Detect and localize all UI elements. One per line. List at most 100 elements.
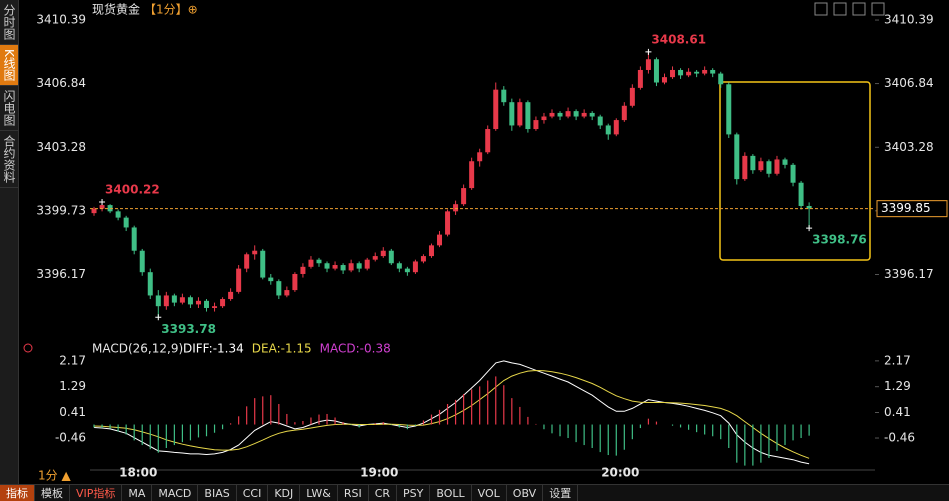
candle-body	[798, 182, 804, 206]
extreme-marker	[155, 314, 162, 321]
candle-body	[710, 69, 716, 74]
y-tick-label: 3399.73	[36, 203, 86, 217]
candle-body	[621, 105, 627, 121]
candle-body	[533, 120, 539, 130]
candle-body	[501, 89, 507, 103]
toolbar-item[interactable]: BIAS	[198, 485, 237, 501]
y-tick-label: 3406.84	[36, 76, 86, 90]
candle-body	[348, 263, 354, 271]
candle-body	[204, 300, 210, 308]
candle-body	[195, 300, 201, 305]
candle-body	[686, 71, 692, 76]
sidebar-tab[interactable]: 合约资料	[0, 131, 18, 188]
candle-body	[605, 125, 611, 135]
legend-entry: MACD:-0.38	[320, 342, 391, 356]
candle-body	[131, 227, 137, 251]
candle-body	[694, 71, 700, 74]
toolbar-item[interactable]: MACD	[152, 485, 199, 501]
y-tick-label-right: 0.41	[884, 405, 911, 419]
candle-body	[485, 129, 491, 153]
candle-body	[445, 211, 451, 235]
y-tick-label-right: 3403.28	[884, 140, 934, 154]
macd-icon[interactable]	[23, 343, 33, 353]
chart: 现货黄金 【1分】⊕ MACD(26,12,9) 1分 ▲ 3396.17 339…	[23, 2, 948, 483]
y-tick-label-right: 3406.84	[884, 76, 934, 90]
toolbar-item[interactable]: VIP指标	[70, 485, 123, 501]
toolbar-item[interactable]: OBV	[507, 485, 544, 501]
toolbar-item[interactable]: VOL	[472, 485, 507, 501]
candle-body	[276, 281, 282, 296]
toolbar-item[interactable]: KDJ	[268, 485, 301, 501]
toolbar-item[interactable]: MA	[122, 485, 153, 501]
candle-body	[332, 265, 338, 269]
candle-body	[629, 87, 635, 106]
candle-body	[404, 268, 410, 273]
toolbar-icons[interactable]	[814, 2, 885, 16]
candle-body	[284, 290, 290, 296]
toolbar-item[interactable]: 设置	[543, 485, 579, 501]
candle-body	[252, 250, 258, 255]
candle-body	[653, 59, 659, 83]
period-label[interactable]: 1分 ▲	[38, 469, 71, 483]
candle-body	[581, 112, 587, 117]
y-tick-label: 3396.17	[36, 267, 86, 281]
toolbar-item[interactable]: PSY	[397, 485, 431, 501]
candle-body	[549, 112, 555, 117]
chart-subtitle: 【1分】⊕	[144, 3, 198, 17]
toolbar-item[interactable]: CCI	[237, 485, 269, 501]
candle-body	[469, 161, 475, 189]
sidebar: 分时图 K线图 闪电图 合约资料	[0, 0, 19, 484]
extreme-marker	[806, 225, 813, 232]
candle-body	[557, 112, 563, 117]
toolbar-item[interactable]: 模板	[35, 485, 70, 501]
macd-line	[93, 369, 810, 459]
candle-body	[613, 120, 619, 135]
sidebar-tab[interactable]: 闪电图	[0, 86, 18, 131]
sidebar-tab[interactable]: 分时图	[0, 0, 18, 45]
candle-body	[734, 134, 740, 180]
candle-body	[453, 204, 459, 212]
candle-body	[364, 259, 370, 269]
candle-body	[372, 256, 378, 260]
toolbar-item[interactable]: RSI	[338, 485, 369, 501]
y-tick-label-right: -0.46	[884, 431, 915, 445]
toolbar-item[interactable]: 指标	[0, 485, 35, 501]
candle-body	[597, 116, 603, 126]
candle-body	[412, 261, 418, 273]
candle-body	[308, 259, 314, 267]
last-price-box	[876, 200, 948, 218]
candle-body	[163, 295, 169, 307]
candle-body	[236, 268, 242, 292]
x-tick-label: 18:00	[119, 466, 157, 480]
candle-body	[396, 263, 402, 269]
candle-body	[645, 59, 651, 70]
x-tick-label: 20:00	[601, 466, 639, 480]
y-tick-label: 0.41	[59, 405, 86, 419]
highlight-box	[719, 81, 871, 261]
candle-body	[525, 102, 531, 130]
macd-line	[93, 360, 810, 465]
candle-body	[260, 250, 266, 278]
toolbar-item[interactable]: CR	[369, 485, 398, 501]
toolbar-item[interactable]: LW&	[300, 485, 338, 501]
chart-title: 现货黄金	[92, 2, 140, 17]
last-price-label: 3399.85	[881, 201, 931, 215]
bottom-toolbar: 指标 模板 VIP指标 MA MACD BIAS CCI KDJ LW& RSI CR PSY BOLL…	[0, 484, 949, 501]
candle-body	[244, 254, 250, 269]
candle-body	[115, 211, 121, 218]
candle-body	[742, 155, 748, 180]
sidebar-tab[interactable]: K线图	[0, 45, 18, 86]
candle-body	[766, 161, 772, 174]
candle-body	[774, 159, 780, 174]
extreme-label: 3398.76	[812, 233, 867, 247]
candle-body	[91, 208, 97, 214]
candle-body	[99, 205, 105, 209]
y-tick-label-right: 3396.17	[884, 267, 934, 281]
candle-body	[179, 297, 185, 303]
candle-body	[324, 263, 330, 269]
candle-body	[726, 84, 732, 135]
toolbar-item[interactable]: BOLL	[430, 485, 472, 501]
y-tick-label: 2.17	[59, 353, 86, 367]
candle-body	[187, 297, 193, 305]
candle-body	[718, 73, 724, 85]
